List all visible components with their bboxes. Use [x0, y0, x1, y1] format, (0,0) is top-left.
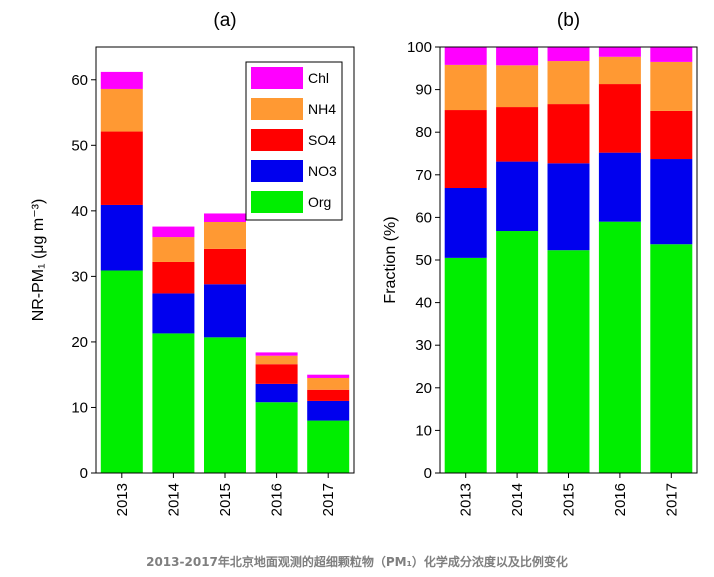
panel-a-x-tick-label: 2017 — [320, 483, 337, 516]
panel-a-bar-nh4-2013 — [100, 88, 143, 132]
panel-b-y-tick-label: 40 — [415, 295, 432, 312]
panel-b-x-tick-label: 2016 — [612, 483, 629, 516]
panel-b-x-tick-label: 2013 — [458, 483, 475, 516]
panel-a-bar-no3-2013 — [100, 204, 143, 271]
panel-a-legend-swatch-nh4 — [251, 98, 303, 120]
panel-b-bar-org-2013 — [444, 257, 487, 473]
panel-a-bar-org-2014 — [152, 333, 195, 473]
panel-b-y-tick-label: 100 — [407, 39, 432, 56]
panel-a-legend-label-no3: NO3 — [308, 163, 337, 179]
panel-a-x-tick-label: 2013 — [114, 483, 131, 516]
figure-caption: 2013-2017年北京地面观测的超细颗粒物（PM₁）化学成分浓度以及比例变化 — [146, 555, 568, 569]
panel-b-bar-chl-2014 — [496, 47, 539, 66]
panel-a-bar-chl-2017 — [307, 374, 350, 378]
panel-b-bar-so4-2017 — [650, 110, 693, 160]
panel-b-y-tick-label: 10 — [415, 422, 432, 439]
panel-a-bar-so4-2015 — [204, 248, 246, 285]
panel-a-bar-no3-2015 — [204, 284, 246, 338]
panel-b-bar-so4-2013 — [444, 110, 487, 189]
panel-a-bar-nh4-2014 — [152, 237, 195, 262]
panel-b-x-tick-label: 2014 — [509, 483, 526, 516]
panel-b-bar-so4-2014 — [496, 107, 539, 162]
panel-a-bar-so4-2016 — [255, 364, 298, 384]
panel-a-y-tick-label: 40 — [71, 203, 88, 220]
panel-a-legend-swatch-chl — [251, 67, 303, 89]
panel-b-bar-no3-2014 — [496, 161, 539, 232]
panel-b-bar-no3-2016 — [598, 152, 641, 222]
panel-a-bar-so4-2017 — [307, 389, 350, 401]
panel-b-bar-org-2017 — [650, 244, 693, 473]
panel-b-bar-org-2014 — [496, 231, 539, 473]
panel-b-bar-so4-2015 — [547, 104, 590, 164]
panel-a-bar-org-2015 — [204, 337, 246, 473]
panel-b-title: (b) — [557, 10, 580, 31]
panel-a-y-tick-label: 0 — [80, 465, 88, 482]
panel-a-y-tick-label: 20 — [71, 334, 88, 351]
panel-b-x-tick-label: 2017 — [663, 483, 680, 516]
panel-a-bar-no3-2017 — [307, 400, 350, 421]
panel-a-bar-org-2016 — [255, 402, 298, 473]
panel-a-bar-nh4-2016 — [255, 355, 298, 365]
panel-b-y-tick-label: 60 — [415, 209, 432, 226]
panel-a-y-axis-label: NR-PM₁ (μg m⁻³) — [30, 199, 47, 322]
panel-a-bar-org-2013 — [100, 270, 143, 473]
panel-b-y-tick-label: 0 — [424, 465, 432, 482]
panel-b-bar-chl-2015 — [547, 47, 590, 62]
panel-b-y-tick-label: 30 — [415, 337, 432, 354]
panel-a-legend-label-so4: SO4 — [308, 132, 336, 148]
panel-a-x-tick-label: 2014 — [165, 483, 182, 516]
panel-a-y-tick-label: 10 — [71, 399, 88, 416]
panel-a-bar-chl-2013 — [100, 71, 143, 89]
panel-a-legend-swatch-so4 — [251, 129, 303, 151]
panel-b-bar-chl-2013 — [444, 47, 487, 65]
panel-b-y-axis-label: Fraction (%) — [382, 216, 399, 303]
panel-b-x-tick-label: 2015 — [561, 483, 578, 516]
panel-b-y-tick-label: 20 — [415, 380, 432, 397]
panel-b-bar-nh4-2015 — [547, 61, 590, 105]
panel-b-bar-chl-2017 — [650, 47, 693, 62]
panel-a-bar-so4-2013 — [100, 131, 143, 205]
panel-b-bar-nh4-2014 — [496, 65, 539, 108]
panel-b-bar-no3-2015 — [547, 163, 590, 251]
panel-b-bar-chl-2016 — [598, 47, 641, 57]
panel-b-bar-org-2016 — [598, 221, 641, 473]
panel-a-bar-chl-2015 — [204, 213, 246, 222]
panel-a-legend-label-org: Org — [308, 194, 331, 210]
panel-a-bar-chl-2014 — [152, 226, 195, 238]
panel-a-y-tick-label: 60 — [71, 72, 88, 89]
panel-a-legend-swatch-no3 — [251, 160, 303, 182]
panel-a-bar-nh4-2017 — [307, 377, 350, 390]
panel-a-y-tick-label: 50 — [71, 137, 88, 154]
panel-a-bar-no3-2016 — [255, 383, 298, 403]
panel-b-y-tick-label: 90 — [415, 82, 432, 99]
panel-b-y-tick-label: 50 — [415, 252, 432, 269]
panel-b-bar-so4-2016 — [598, 84, 641, 153]
panel-b-bar-no3-2013 — [444, 188, 487, 258]
panel-b-bar-nh4-2013 — [444, 64, 487, 111]
panel-a-x-tick-label: 2016 — [269, 483, 286, 516]
panel-a-bar-no3-2014 — [152, 293, 195, 334]
panel-a-y-tick-label: 30 — [71, 268, 88, 285]
panel-a-bar-nh4-2015 — [204, 221, 246, 249]
panel-a-legend-label-nh4: NH4 — [308, 101, 336, 117]
panel-a-bar-so4-2014 — [152, 261, 195, 294]
panel-a-axes-frame — [95, 46, 355, 474]
panel-b-y-tick-label: 80 — [415, 124, 432, 141]
panel-b-bar-nh4-2016 — [598, 56, 641, 85]
panel-a-x-tick-label: 2015 — [217, 483, 234, 516]
panel-a-legend-swatch-org — [251, 191, 303, 213]
panel-a-bar-org-2017 — [307, 420, 350, 473]
panel-b-y-tick-label: 70 — [415, 167, 432, 184]
panel-b-bar-nh4-2017 — [650, 61, 693, 111]
panel-a-bar-chl-2016 — [255, 352, 298, 356]
panel-a-legend-label-chl: Chl — [308, 70, 329, 86]
panel-a-title: (a) — [213, 10, 236, 31]
panel-b-bar-no3-2017 — [650, 159, 693, 245]
panel-b-bar-org-2015 — [547, 250, 590, 473]
